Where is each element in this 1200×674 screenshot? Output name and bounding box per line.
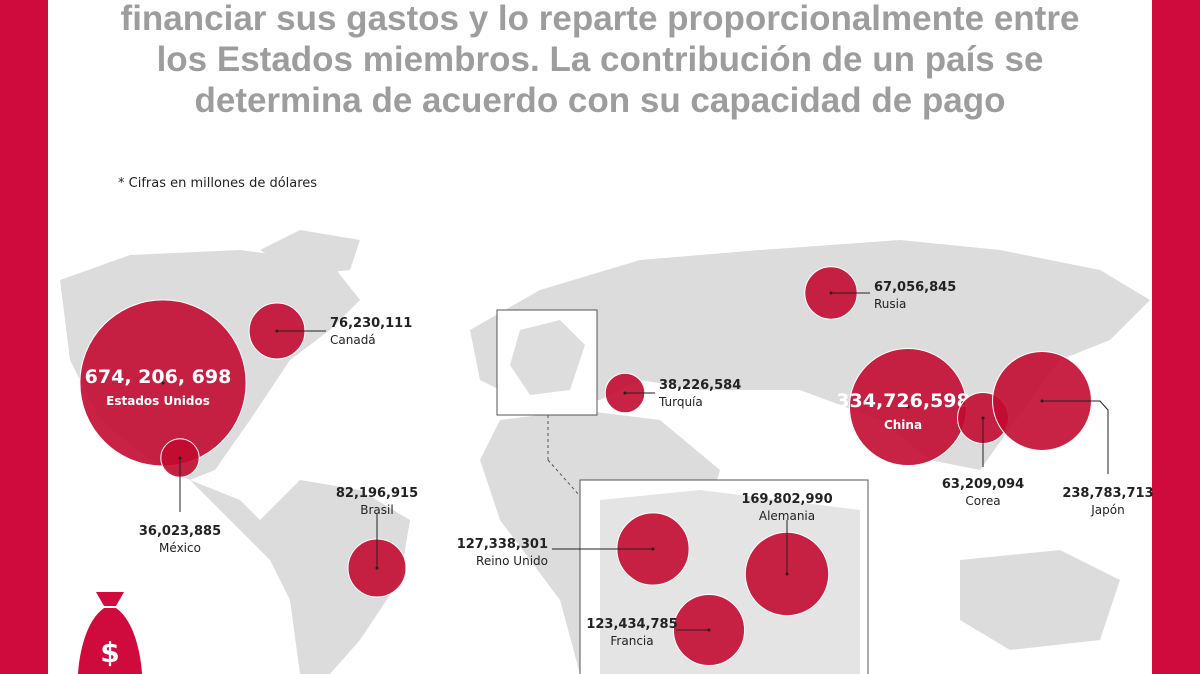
value-label: 123,434,785 bbox=[586, 617, 677, 632]
money-bag-icon: $ bbox=[78, 592, 142, 674]
leader-dot bbox=[178, 456, 182, 460]
leader-dot bbox=[651, 547, 655, 551]
value-label: 76,230,111 bbox=[330, 316, 412, 331]
country-name: Reino Unido bbox=[476, 554, 548, 568]
country-name: Alemania bbox=[759, 509, 815, 523]
leader-dot bbox=[906, 405, 910, 409]
value-label: 36,023,885 bbox=[139, 524, 221, 539]
side-band bbox=[0, 0, 48, 674]
value-label: 238,783,713 bbox=[1062, 486, 1153, 501]
country-name: Canadá bbox=[330, 333, 376, 347]
leader-dot bbox=[275, 329, 279, 333]
leader-dot bbox=[623, 391, 627, 395]
leader-dot bbox=[707, 628, 711, 632]
title-line: financiar sus gastos y lo reparte propor… bbox=[121, 0, 1080, 38]
leader-dot bbox=[375, 566, 379, 570]
leader-dot bbox=[161, 381, 165, 385]
leader-line bbox=[1042, 400, 1109, 474]
value-label: 169,802,990 bbox=[741, 492, 832, 507]
country-name: Brasil bbox=[360, 503, 393, 517]
title-line: determina de acuerdo con su capacidad de… bbox=[194, 81, 1005, 120]
svg-text:$: $ bbox=[100, 636, 119, 669]
value-label: 38,226,584 bbox=[659, 378, 741, 393]
value-label: 674, 206, 698 bbox=[85, 366, 232, 388]
country-name: México bbox=[159, 541, 201, 555]
leader-dot bbox=[981, 416, 985, 420]
value-label: 127,338,301 bbox=[457, 537, 548, 552]
country-name: Turquía bbox=[658, 395, 703, 409]
note: * Cifras en millones de dólares bbox=[118, 176, 317, 191]
value-label: 82,196,915 bbox=[336, 486, 418, 501]
value-label: 63,209,094 bbox=[942, 477, 1024, 492]
side-band bbox=[1152, 0, 1200, 674]
country-name: Rusia bbox=[874, 297, 906, 311]
country-name: Francia bbox=[610, 634, 653, 648]
title-line: los Estados miembros. La contribución de… bbox=[157, 40, 1044, 79]
country-name: Japón bbox=[1090, 503, 1124, 517]
leader-dot bbox=[829, 291, 833, 295]
leader-dot bbox=[785, 572, 789, 576]
country-name: China bbox=[884, 418, 922, 432]
country-name: Estados Unidos bbox=[106, 394, 210, 408]
value-label: 334,726,598 bbox=[836, 390, 969, 412]
value-label: 67,056,845 bbox=[874, 280, 956, 295]
country-name: Corea bbox=[965, 494, 1000, 508]
leader-dot bbox=[1040, 399, 1044, 403]
